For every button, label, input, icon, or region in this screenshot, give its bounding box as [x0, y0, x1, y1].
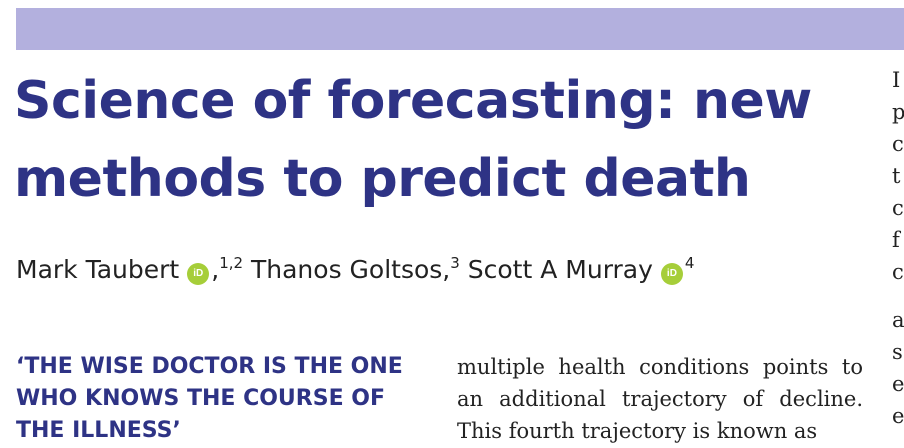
author-affiliation: 3: [450, 254, 460, 272]
header-band: [16, 8, 904, 50]
orcid-icon[interactable]: iD: [660, 263, 683, 285]
body-paragraph: multiple health conditions points to an …: [457, 355, 863, 443]
right-column-fragment: I p c t c f c a s e e: [892, 68, 904, 428]
author-name: Scott A Murray: [467, 255, 653, 284]
section-heading: ‘THE WISE DOCTOR IS THE ONE WHO KNOWS TH…: [16, 354, 403, 443]
orcid-icon[interactable]: iD: [187, 263, 210, 285]
author-affiliation: 1,2: [219, 254, 244, 272]
author-line: Mark Taubert iD ,1,2 Thanos Goltsos,3 Scot…: [16, 254, 695, 285]
author-name: Thanos Goltsos,: [251, 255, 451, 284]
article-title: Science of forecasting: new methods to p…: [14, 71, 812, 209]
author-name: Mark Taubert: [16, 255, 180, 284]
author-affiliation: 4: [684, 254, 695, 272]
